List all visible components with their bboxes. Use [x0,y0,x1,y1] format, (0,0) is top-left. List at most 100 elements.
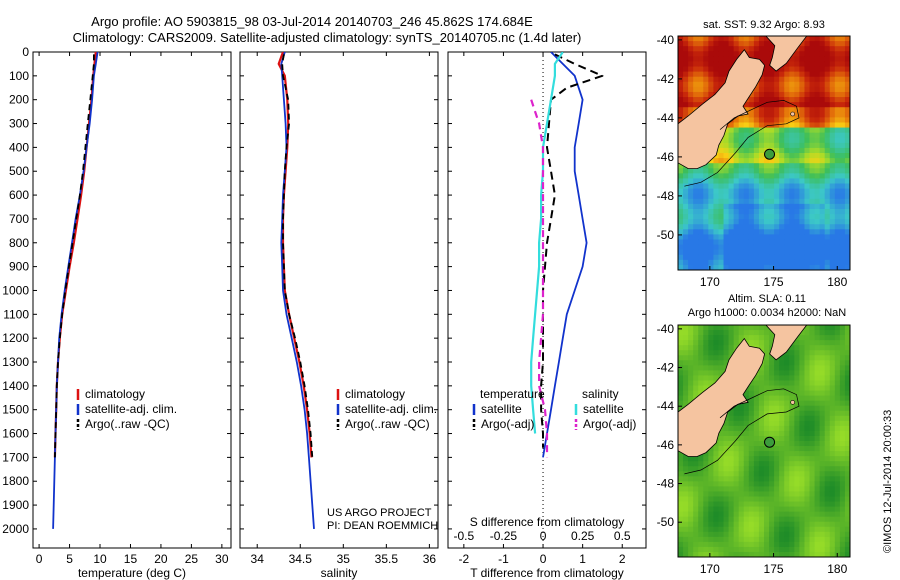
map-cell [769,491,775,498]
map-cell [829,476,836,482]
map-cell [713,511,720,518]
map-cell [743,214,750,220]
map-cell [774,107,780,113]
map-cell [683,178,689,185]
map-cell [733,249,740,256]
x-tick-label: 10 [93,552,107,566]
map-cell [809,132,816,139]
map-cell [743,147,750,154]
map-cell [779,476,785,482]
map-cell [814,410,821,417]
map-cell [678,71,684,78]
map-cell [844,405,850,412]
map-cell [824,330,831,336]
map-cell [829,158,836,164]
map-cell [809,214,816,220]
map-cell [708,491,715,498]
map-cell [693,501,699,508]
map-cell [703,249,709,256]
map-cell [688,102,694,108]
map-cell [839,183,846,190]
map-cell [703,234,709,241]
map-cell [688,56,694,63]
map-cell [799,501,806,508]
map-cell [789,390,795,397]
map-cell [789,461,795,467]
map-cell [844,536,850,543]
map-cell [678,66,684,73]
map-cell [693,526,699,533]
map-cell [688,91,694,98]
map-cell [698,370,704,377]
map-cell [814,466,821,472]
map-cell [728,158,735,164]
map-cell [698,259,704,266]
map-cell [738,461,745,467]
map-cell [728,244,735,251]
map-cell [774,370,780,377]
map-cell [703,486,709,493]
map-cell [713,234,720,241]
map-cell [839,385,846,392]
map-cell [698,234,704,241]
map-cell [703,466,709,472]
map-cell [718,168,725,174]
map-cell [678,56,684,63]
map-cell [784,405,790,412]
map-cell [713,476,720,482]
map-cell [824,91,831,98]
map-cell [834,137,841,144]
map-cell [824,400,831,407]
map-cell [789,183,795,190]
map-cell [758,81,765,88]
map-cell [829,208,836,215]
map-cell [733,163,740,169]
map-cell [799,102,806,108]
map-cell [809,516,816,523]
map-cell [758,541,765,548]
map-cell [829,56,836,63]
map-cell [844,546,850,553]
map-cell [723,259,730,266]
map-cell [819,446,826,452]
map-cell [784,476,790,482]
map-cell [809,142,816,149]
map-cell [753,531,760,538]
map-cell [723,466,730,472]
s-tick-label: 0.25 [571,529,595,543]
map-cell [723,224,730,230]
map-cell [753,430,760,437]
map-cell [819,127,826,134]
map-cell [733,420,740,427]
map-cell [723,541,730,548]
map-cell [703,451,709,457]
y-tick-label: 1300 [2,355,29,369]
map-cell [678,86,684,93]
map-cell [809,385,816,392]
map-cell [794,491,801,498]
map-cell [703,526,709,533]
map-cell [713,259,720,266]
map-cell [804,405,811,412]
map-cell [703,350,709,356]
map-cell [779,415,785,422]
map-cell [804,188,811,195]
map-cell [829,531,836,538]
map-cell [804,531,811,538]
map-cell [844,375,850,382]
map-cell [844,531,850,538]
map-cell [769,461,775,467]
map-cell [718,81,725,88]
map-cell [794,541,801,548]
map-cell [753,511,760,518]
map-cell [728,541,735,548]
map-cell [748,183,755,190]
map-cell [748,435,755,442]
map-cell [779,178,785,185]
map-cell [748,471,755,477]
map-cell [693,36,699,42]
map-cell [728,183,735,190]
map-cell [814,541,821,548]
map-cell [683,234,689,241]
map-cell [809,102,816,108]
